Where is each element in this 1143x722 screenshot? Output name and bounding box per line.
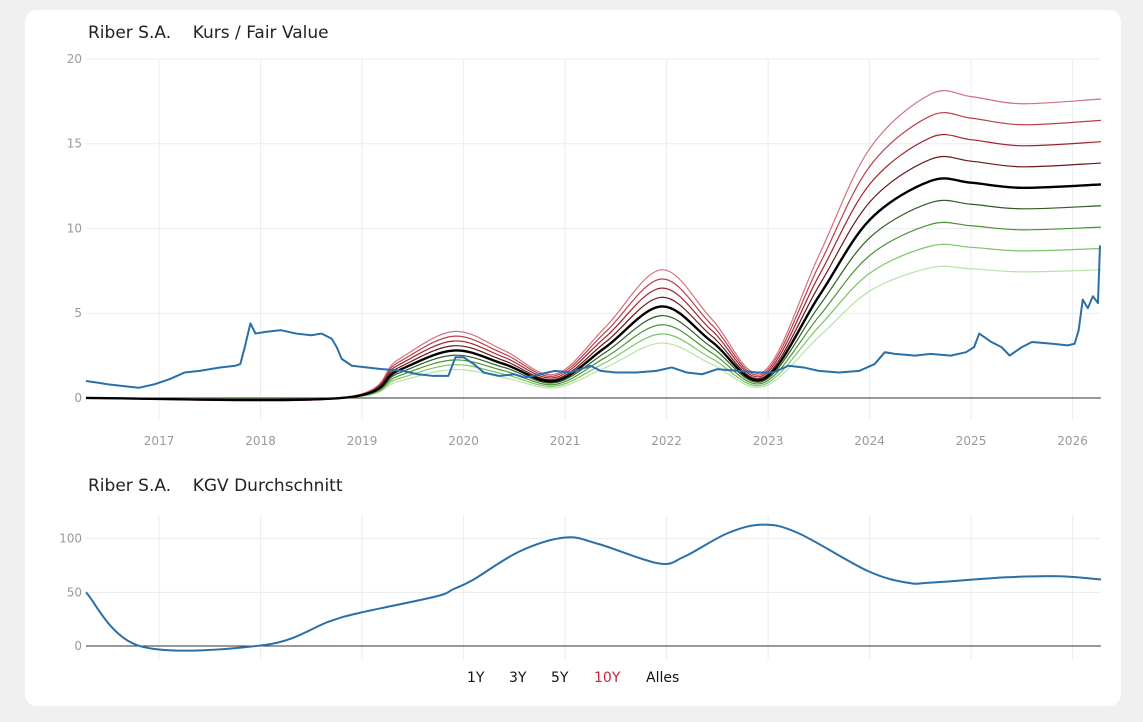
x-tick-label: 2018 <box>245 434 276 448</box>
fair-value-band-line <box>85 112 1102 402</box>
fair-value-band-line <box>85 155 1102 401</box>
y-tick-label: 0 <box>74 639 82 653</box>
fair-value-line <box>85 177 1102 402</box>
y-tick-label: 100 <box>59 532 82 546</box>
fair-value-band-line <box>85 243 1102 400</box>
fair-value-band-line <box>85 265 1102 400</box>
y-tick-label: 20 <box>67 52 82 66</box>
range-button-10y[interactable]: 10Y <box>594 670 621 686</box>
y-tick-label: 50 <box>67 585 82 599</box>
range-button-5y[interactable]: 5Y <box>551 670 569 686</box>
range-button-3y[interactable]: 3Y <box>509 670 527 686</box>
x-tick-label: 2024 <box>854 434 885 448</box>
chart-subtitle: KGV Durchschnitt <box>192 476 343 496</box>
range-button-alles[interactable]: Alles <box>646 670 680 686</box>
x-tick-label: 2026 <box>1057 434 1088 448</box>
x-tick-label: 2020 <box>448 434 479 448</box>
x-tick-label: 2019 <box>347 434 378 448</box>
chart-title-fair-value: Riber S.A. Kurs / Fair Value <box>88 23 329 43</box>
x-tick-label: 2021 <box>550 434 581 448</box>
kgv-line <box>85 523 1102 652</box>
company-name: Riber S.A. <box>88 23 172 43</box>
x-tick-label: 2025 <box>956 434 987 448</box>
chart-subtitle: Kurs / Fair Value <box>192 23 329 43</box>
company-name: Riber S.A. <box>88 476 172 496</box>
chart-card <box>25 10 1121 706</box>
fair-value-band-line <box>85 90 1102 402</box>
x-tick-label: 2023 <box>753 434 784 448</box>
x-tick-label: 2017 <box>144 434 175 448</box>
chart-title-kgv: Riber S.A. KGV Durchschnitt <box>88 476 343 496</box>
price-line <box>85 245 1101 389</box>
y-tick-label: 5 <box>74 306 82 320</box>
y-tick-label: 0 <box>74 391 82 405</box>
range-button-1y[interactable]: 1Y <box>467 670 485 686</box>
y-tick-label: 15 <box>67 137 82 151</box>
y-tick-label: 10 <box>67 221 82 235</box>
x-tick-label: 2022 <box>651 434 682 448</box>
fair-value-band-line <box>85 199 1102 401</box>
fair-value-band-line <box>85 221 1102 401</box>
fair-value-band-line <box>85 134 1102 401</box>
